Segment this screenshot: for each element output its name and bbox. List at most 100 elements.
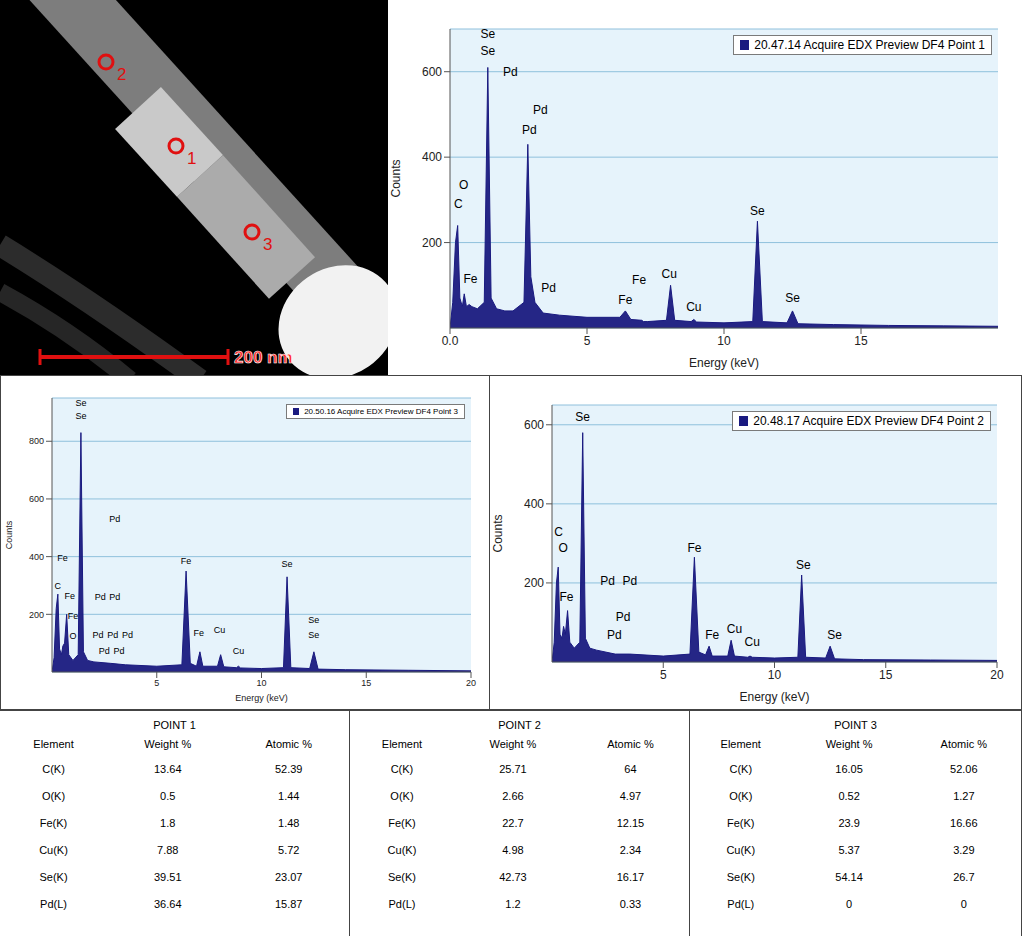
svg-text:10: 10 xyxy=(717,334,731,348)
svg-text:Se: Se xyxy=(796,558,811,572)
svg-text:400: 400 xyxy=(422,150,442,164)
svg-text:Pd: Pd xyxy=(93,630,104,640)
svg-text:Cu: Cu xyxy=(745,635,760,649)
svg-text:Se: Se xyxy=(75,411,86,421)
html-text:0.5: 0.5 xyxy=(160,789,176,802)
svg-text:Cu: Cu xyxy=(727,622,742,636)
svg-text:Fe: Fe xyxy=(559,590,573,604)
svg-text:5: 5 xyxy=(660,668,667,682)
svg-text:20: 20 xyxy=(466,678,476,688)
svg-text:Se: Se xyxy=(575,410,590,424)
svg-text:Pd: Pd xyxy=(107,630,118,640)
svg-text:Se: Se xyxy=(750,204,765,218)
svg-text:Fe: Fe xyxy=(464,272,478,286)
html-text:20.47.14 Acquire EDX Preview D: 20.47.14 Acquire EDX Preview DF4 Point 1 xyxy=(754,38,985,52)
svg-text:2: 2 xyxy=(117,65,126,84)
html-text:39.51: 39.51 xyxy=(154,870,182,883)
svg-text:10: 10 xyxy=(256,678,266,688)
svg-text:400: 400 xyxy=(524,497,544,511)
svg-text:10: 10 xyxy=(768,668,782,682)
svg-text:C: C xyxy=(554,525,563,539)
svg-text:Pd: Pd xyxy=(99,646,110,656)
svg-text:Pd: Pd xyxy=(95,592,106,602)
svg-text:O: O xyxy=(459,178,468,192)
html-text:O(K): O(K) xyxy=(41,789,66,802)
svg-text:Fe: Fe xyxy=(705,628,719,642)
html-text:13.64: 13.64 xyxy=(154,762,182,775)
svg-text:Cu: Cu xyxy=(662,267,677,281)
html-text:23.07: 23.07 xyxy=(275,870,303,883)
svg-text:Se: Se xyxy=(308,615,319,625)
svg-text:Fe: Fe xyxy=(65,591,76,601)
svg-text:Fe: Fe xyxy=(632,273,646,287)
svg-text:Se: Se xyxy=(827,628,842,642)
html-text:C(K): C(K) xyxy=(42,762,65,775)
svg-text:Pd: Pd xyxy=(616,610,631,624)
svg-text:Pd: Pd xyxy=(607,628,622,642)
svg-text:800: 800 xyxy=(29,436,44,446)
svg-text:1: 1 xyxy=(187,149,196,168)
svg-text:Counts: Counts xyxy=(491,514,505,552)
html-text:Se(K): Se(K) xyxy=(39,870,68,883)
svg-text:Pd: Pd xyxy=(114,646,125,656)
svg-text:Cu: Cu xyxy=(686,300,701,314)
svg-text:15: 15 xyxy=(854,334,868,348)
svg-text:Se: Se xyxy=(480,27,495,41)
svg-text:Pd: Pd xyxy=(503,65,518,79)
svg-text:C: C xyxy=(454,197,463,211)
svg-text:3: 3 xyxy=(263,235,272,254)
svg-text:Pd: Pd xyxy=(541,281,556,295)
html-text:Fe(K): Fe(K) xyxy=(39,816,68,829)
svg-text:Se: Se xyxy=(75,398,86,408)
svg-text:Fe: Fe xyxy=(687,541,701,555)
svg-text:15: 15 xyxy=(361,678,371,688)
svg-text:200: 200 xyxy=(29,610,44,620)
svg-text:Se: Se xyxy=(785,291,800,305)
svg-text:C: C xyxy=(55,581,62,591)
html-text:20.48.17 Acquire EDX Preview D: 20.48.17 Acquire EDX Preview DF4 Point 2 xyxy=(753,414,984,428)
svg-text:Cu: Cu xyxy=(214,625,226,635)
svg-text:Counts: Counts xyxy=(4,520,14,549)
svg-text:400: 400 xyxy=(29,552,44,562)
html-text:7.88: 7.88 xyxy=(157,843,179,856)
svg-text:Pd: Pd xyxy=(600,574,615,588)
svg-text:O: O xyxy=(69,631,76,641)
svg-text:600: 600 xyxy=(524,418,544,432)
html-text:52.39: 52.39 xyxy=(275,762,303,775)
svg-text:Counts: Counts xyxy=(389,159,403,197)
svg-text:Pd: Pd xyxy=(522,123,537,137)
svg-text:Se: Se xyxy=(308,630,319,640)
svg-text:600: 600 xyxy=(29,494,44,504)
html-text:1.44: 1.44 xyxy=(278,789,300,802)
svg-text:Energy (keV): Energy (keV) xyxy=(689,356,759,370)
svg-text:Se: Se xyxy=(282,559,293,569)
svg-text:15: 15 xyxy=(879,668,893,682)
html-text:Cu(K): Cu(K) xyxy=(39,843,68,856)
svg-text:O: O xyxy=(558,541,567,555)
svg-text:Fe: Fe xyxy=(181,556,192,566)
svg-text:Pd: Pd xyxy=(109,514,120,524)
html-text:5.72: 5.72 xyxy=(278,843,300,856)
html-text:1.48: 1.48 xyxy=(278,816,300,829)
svg-text:Pd: Pd xyxy=(109,592,120,602)
svg-text:Se: Se xyxy=(480,44,495,58)
svg-text:600: 600 xyxy=(422,65,442,79)
svg-text:200: 200 xyxy=(524,576,544,590)
svg-text:200 nm: 200 nm xyxy=(234,348,293,367)
svg-text:Energy (keV): Energy (keV) xyxy=(235,693,288,703)
svg-text:0.0: 0.0 xyxy=(442,334,459,348)
svg-text:Pd: Pd xyxy=(533,103,548,117)
svg-text:5: 5 xyxy=(154,678,159,688)
svg-text:Fe: Fe xyxy=(193,628,204,638)
svg-text:Fe: Fe xyxy=(618,293,632,307)
svg-text:Pd: Pd xyxy=(122,630,133,640)
svg-text:200: 200 xyxy=(422,236,442,250)
svg-text:Fe: Fe xyxy=(68,611,79,621)
svg-text:20: 20 xyxy=(990,668,1004,682)
svg-text:Energy (keV): Energy (keV) xyxy=(739,690,809,704)
svg-text:Pd: Pd xyxy=(623,574,638,588)
svg-text:5: 5 xyxy=(584,334,591,348)
html-text:1.8: 1.8 xyxy=(160,816,176,829)
svg-text:Fe: Fe xyxy=(57,553,68,563)
svg-text:Cu: Cu xyxy=(233,646,245,656)
